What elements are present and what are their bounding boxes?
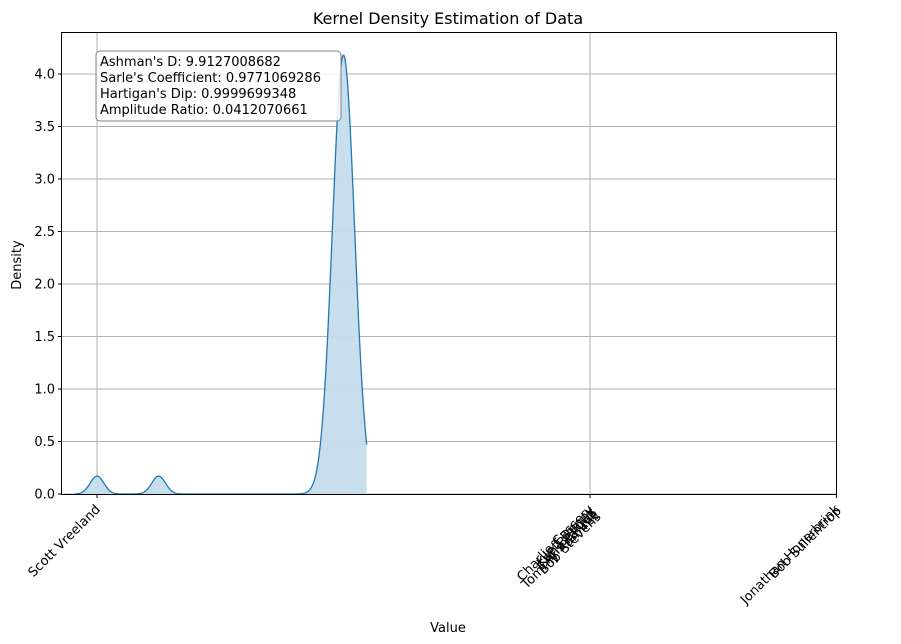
plot-frame: [61, 32, 837, 495]
stats-box-frame: [95, 50, 342, 122]
x-tick-label: Scott Vreeland: [26, 502, 104, 580]
y-tick-label: 3.5: [34, 120, 55, 135]
density-fill: [74, 55, 367, 494]
y-tick-label: 0.0: [34, 488, 55, 503]
y-tick-label: 0.5: [34, 435, 55, 450]
chart-title: Kernel Density Estimation of Data: [313, 9, 583, 28]
y-tick-label: 4.0: [34, 68, 55, 83]
y-tick-label: 1.5: [34, 330, 55, 345]
y-tick-label: 2.0: [34, 278, 55, 293]
axis-ticks: 0.0 0.5 1.0 1.5 2.0 2.5 3.0 3.5 4.0 Scott Vreelan…: [26, 68, 845, 609]
x-axis-label: Value: [430, 621, 466, 636]
stat-amplitude-ratio: Amplitude Ratio: 0.0412070661: [100, 103, 308, 118]
y-tick-label: 3.0: [34, 173, 55, 188]
stat-ashmans-d: Ashman's D: 9.9127008682: [100, 55, 281, 70]
x-tick-label: Bob Sullentrop: [767, 504, 845, 582]
y-axis-label: Density: [10, 240, 25, 290]
stat-hartigans-dip: Hartigan's Dip: 0.9999699348: [100, 87, 296, 102]
stat-sarles-coefficient: Sarle's Coefficient: 0.9771069286: [100, 71, 321, 86]
stats-box: Ashman's D: 9.9127008682 Sarle's Coeffic…: [95, 50, 342, 122]
y-tick-label: 1.0: [34, 383, 55, 398]
y-tick-label: 2.5: [34, 225, 55, 240]
